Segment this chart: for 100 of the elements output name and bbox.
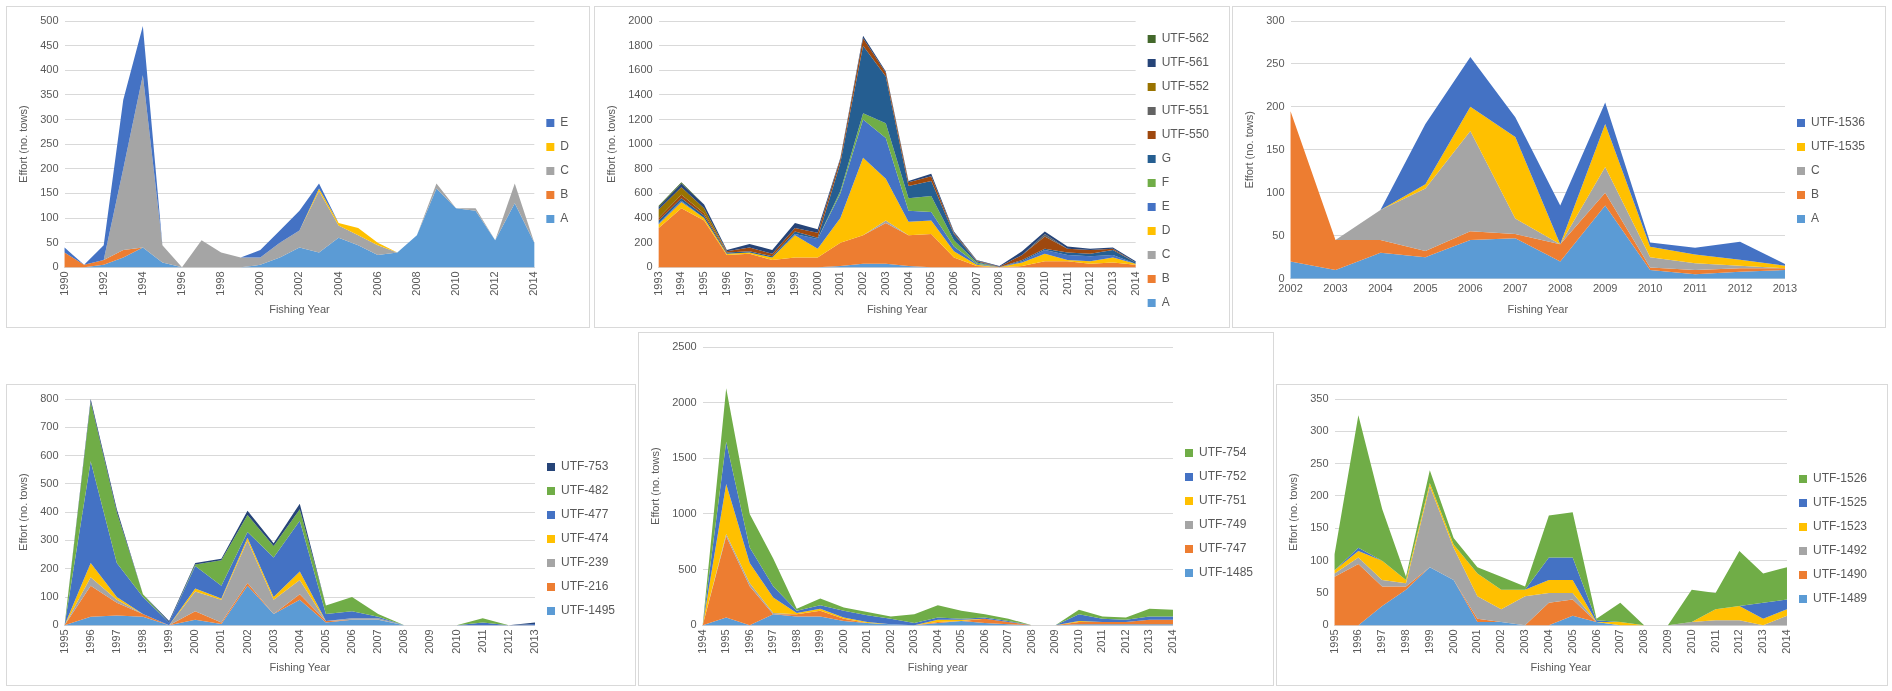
- legend-label: UTF-477: [560, 507, 609, 522]
- y-tick-label: 200: [40, 561, 59, 574]
- y-tick-label: 1500: [672, 451, 697, 464]
- legend-label: E: [560, 115, 569, 130]
- x-tick-label: 2007: [969, 271, 982, 296]
- y-tick-label: 200: [40, 161, 59, 174]
- y-tick-label: 100: [40, 590, 59, 603]
- legend-label: UTF-749: [1198, 517, 1247, 532]
- x-tick-label: 1998: [214, 271, 227, 296]
- y-tick-label: 300: [40, 112, 59, 125]
- x-tick-label: 2003: [878, 271, 891, 296]
- x-tick-label: 2014: [1780, 629, 1793, 654]
- legend-label: C: [1161, 247, 1171, 262]
- x-tick-label: 2004: [1541, 629, 1554, 654]
- x-tick-label: 1999: [787, 271, 800, 296]
- x-tick-label: 1999: [813, 629, 826, 654]
- y-tick-label: 450: [40, 38, 59, 51]
- x-tick-label: 2011: [475, 629, 488, 653]
- legend-label: UTF-474: [560, 531, 609, 546]
- x-tick-label: 2010: [1684, 629, 1697, 654]
- legend-label: UTF-550: [1161, 127, 1210, 142]
- x-tick-label: 2012: [1083, 271, 1096, 296]
- x-tick-label: 1996: [742, 629, 755, 654]
- x-tick-label: 1997: [742, 271, 755, 296]
- x-tick-label: 2006: [370, 271, 383, 296]
- x-tick-label: 2009: [1015, 271, 1028, 296]
- x-tick-label: 1998: [789, 629, 802, 654]
- legend-label: F: [1161, 175, 1169, 190]
- y-tick-label: 300: [1266, 14, 1285, 27]
- y-tick-label: 2000: [628, 14, 653, 27]
- x-tick-label: 2009: [423, 629, 436, 654]
- x-tick-label: 2007: [371, 629, 384, 654]
- y-tick-label: 200: [1310, 489, 1329, 502]
- x-tick-label: 2002: [883, 629, 896, 654]
- y-tick-label: 150: [1310, 521, 1329, 534]
- x-tick-label: 2008: [409, 271, 422, 296]
- x-axis-title: Fishing Year: [269, 661, 331, 674]
- x-tick-label: 2005: [1413, 282, 1438, 295]
- y-tick-label: 0: [52, 260, 59, 273]
- x-tick-label: 2002: [856, 271, 869, 296]
- y-tick-label: 500: [678, 562, 697, 575]
- x-tick-label: 1994: [674, 271, 687, 296]
- x-tick-label: 1997: [1375, 629, 1388, 654]
- x-tick-label: 2001: [833, 271, 846, 296]
- x-tick-label: 1995: [57, 629, 70, 654]
- legend-label: D: [560, 139, 570, 154]
- x-tick-label: 2013: [1772, 282, 1798, 295]
- x-tick-label: 1996: [1351, 629, 1364, 654]
- y-tick-label: 400: [40, 505, 59, 518]
- legend-label: UTF-1485: [1198, 565, 1254, 580]
- x-tick-label: 2010: [449, 629, 462, 654]
- legend-label: E: [1161, 199, 1170, 214]
- x-tick-label: 1990: [57, 271, 70, 296]
- x-tick-label: 1995: [1327, 629, 1340, 654]
- x-tick-label: 2014: [1166, 629, 1179, 654]
- x-tick-label: 2004: [901, 271, 914, 296]
- x-tick-label: 2008: [1548, 282, 1573, 295]
- x-tick-label: 2005: [924, 271, 937, 296]
- y-axis-title: Effort (no. tows): [604, 105, 617, 183]
- x-tick-label: 2007: [1503, 282, 1528, 295]
- x-axis-title: Fishing Year: [866, 303, 928, 316]
- x-tick-label: 2003: [1518, 629, 1531, 654]
- x-tick-label: 1998: [1399, 629, 1412, 654]
- x-tick-label: 2010: [449, 271, 462, 296]
- x-tick-label: 1994: [695, 629, 708, 654]
- x-tick-label: 2012: [488, 271, 501, 296]
- y-axis-title: Effort (no. tows): [16, 105, 29, 183]
- legend-label: UTF-1489: [1812, 591, 1868, 606]
- x-tick-label: 2010: [1071, 629, 1084, 654]
- y-tick-label: 0: [690, 618, 697, 631]
- y-tick-label: 200: [634, 235, 653, 248]
- y-tick-label: 500: [40, 476, 59, 489]
- y-tick-label: 400: [40, 63, 59, 76]
- y-tick-label: 250: [1310, 456, 1329, 469]
- y-tick-label: 800: [40, 392, 59, 405]
- y-tick-label: 500: [40, 14, 59, 27]
- legend-label: UTF-754: [1198, 445, 1247, 460]
- legend-label: B: [1810, 187, 1819, 202]
- x-tick-label: 1997: [109, 629, 122, 654]
- y-axis-title: Effort (no. tows): [648, 447, 661, 525]
- y-tick-label: 400: [634, 211, 653, 224]
- x-tick-label: 2009: [1048, 629, 1061, 654]
- x-tick-label: 1999: [162, 629, 175, 654]
- x-tick-label: 2006: [345, 629, 358, 654]
- x-tick-label: 1998: [135, 629, 148, 654]
- legend-label: UTF-551: [1161, 103, 1210, 118]
- x-tick-label: 2006: [1458, 282, 1483, 295]
- legend-label: B: [1161, 271, 1170, 286]
- x-tick-label: 2008: [397, 629, 410, 654]
- legend-label: UTF-1495: [560, 603, 616, 618]
- x-tick-label: 2013: [1142, 629, 1155, 654]
- legend-label: UTF-1490: [1812, 567, 1868, 582]
- x-tick-label: 2001: [214, 629, 227, 654]
- y-tick-label: 1400: [628, 87, 653, 100]
- x-tick-label: 2012: [1118, 629, 1131, 654]
- x-tick-label: 2009: [1660, 629, 1673, 654]
- y-tick-label: 1000: [628, 137, 653, 150]
- x-tick-label: 2000: [810, 271, 823, 296]
- y-tick-label: 300: [1310, 424, 1329, 437]
- legend-label: C: [560, 163, 570, 178]
